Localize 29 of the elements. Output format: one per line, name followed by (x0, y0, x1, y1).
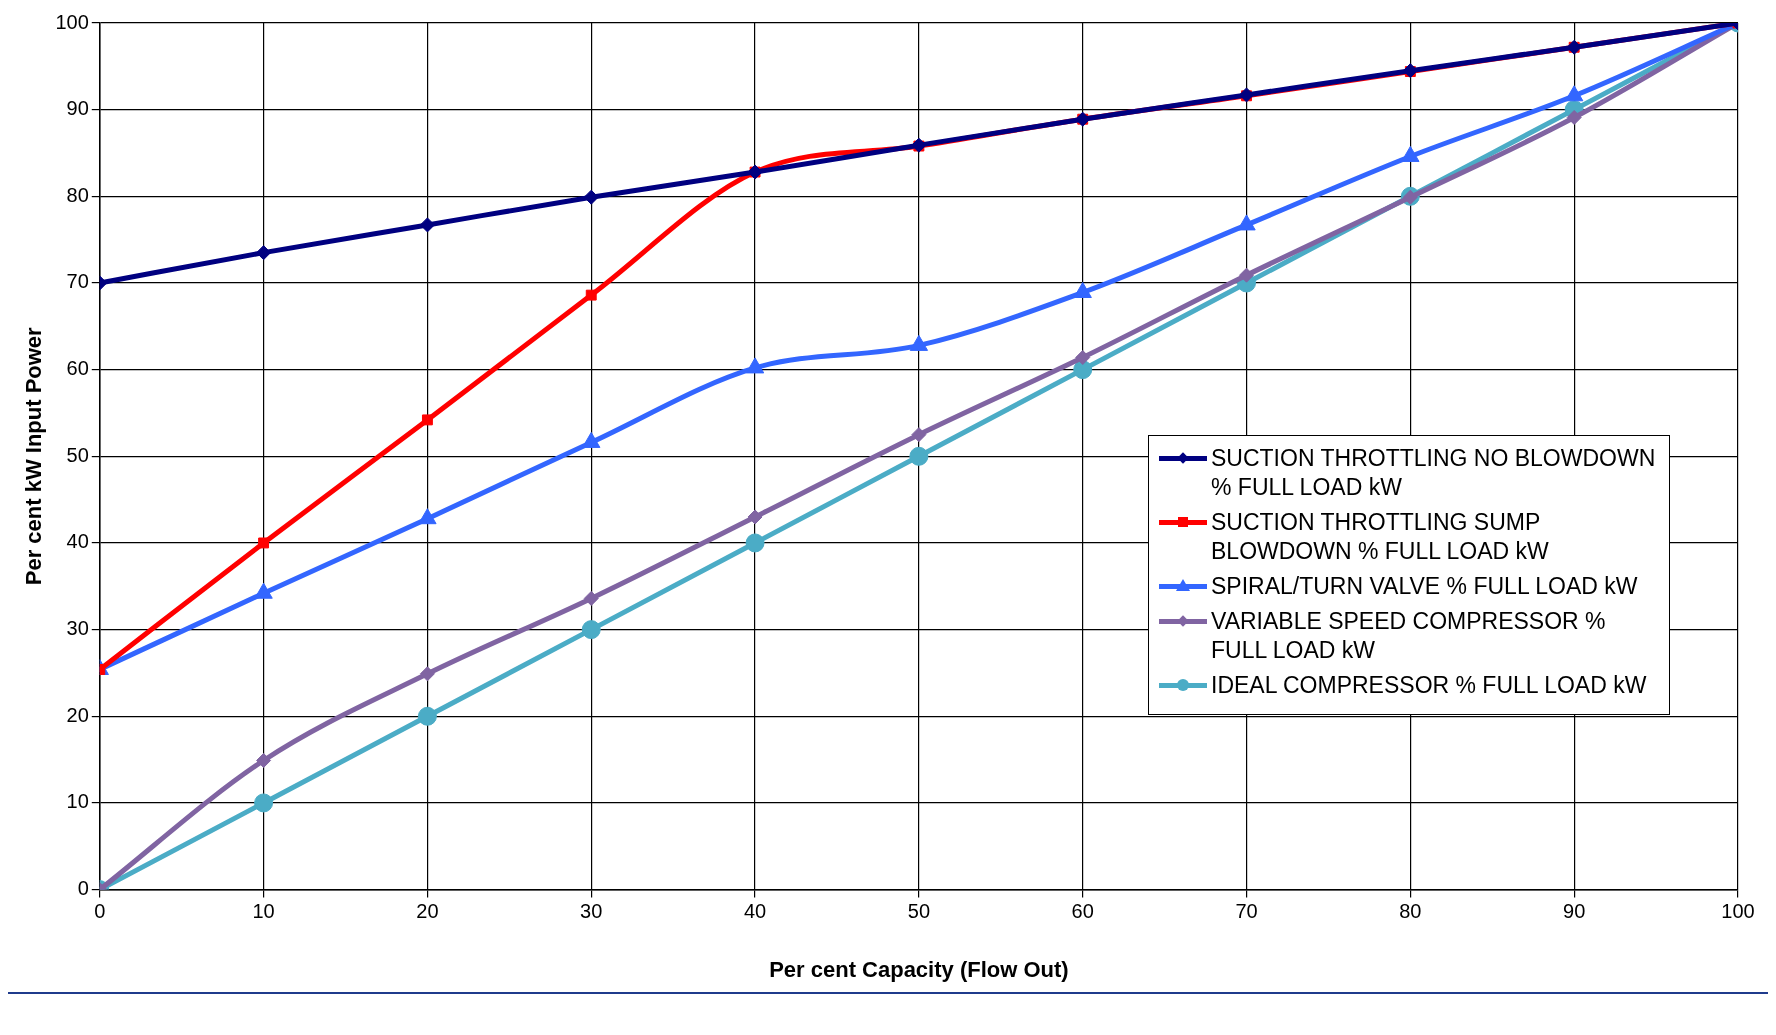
x-axis-title: Per cent Capacity (Flow Out) (769, 956, 1069, 982)
legend-label: SUCTION THROTTLING SUMP BLOWDOWN % FULL LOAD kW (1211, 507, 1550, 566)
x-tick-label: 30 (580, 900, 603, 923)
y-tick-label: 60 (66, 357, 89, 380)
x-tick-label: 90 (1563, 900, 1586, 923)
y-axis-title: Per cent kW Input Power (21, 326, 47, 586)
legend-label: IDEAL COMPRESSOR % FULL LOAD kW (1211, 670, 1647, 700)
y-tick-label: 10 (66, 790, 89, 813)
x-tick-label: 10 (252, 900, 275, 923)
x-tick-label: 40 (743, 900, 767, 923)
x-tick-label: 100 (1721, 900, 1755, 923)
y-tick-label: 80 (66, 183, 89, 206)
x-tick-label: 60 (1071, 900, 1094, 923)
y-tick-label: 90 (66, 97, 89, 120)
legend-label: SPIRAL/TURN VALVE % FULL LOAD kW (1211, 571, 1638, 601)
x-tick-label: 70 (1235, 900, 1258, 923)
y-tick-label: 40 (66, 530, 89, 553)
legend-label: SUCTION THROTTLING NO BLOWDOWN % FULL LOAD kW (1211, 443, 1657, 502)
y-tick-label: 20 (66, 703, 89, 726)
x-tick-label: 0 (94, 900, 106, 923)
y-tick-label: 0 (77, 877, 89, 900)
y-tick-label: 50 (66, 443, 89, 466)
x-tick-label: 20 (416, 900, 439, 923)
y-tick-label: 30 (66, 617, 89, 640)
x-tick-label: 50 (907, 900, 931, 923)
y-tick-label: 100 (55, 10, 89, 33)
x-tick-label: 80 (1399, 900, 1422, 923)
y-tick-label: 70 (66, 270, 89, 293)
legend-label: VARIABLE SPEED COMPRESSOR % FULL LOAD kW (1211, 606, 1607, 665)
